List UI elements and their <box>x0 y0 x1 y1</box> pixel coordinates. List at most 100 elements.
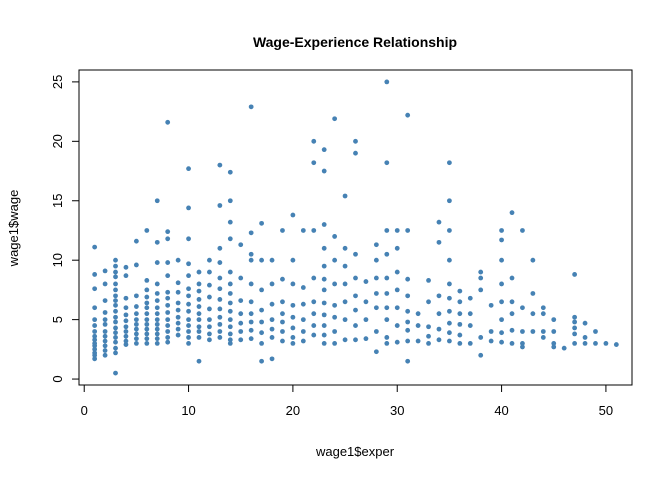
data-point <box>113 314 118 320</box>
data-point <box>165 289 171 295</box>
data-point <box>342 281 348 287</box>
data-point <box>123 312 129 318</box>
data-point <box>165 329 171 334</box>
data-point <box>217 306 223 312</box>
data-point <box>207 269 212 275</box>
x-axis: 0 10 20 30 40 50 <box>81 384 613 418</box>
data-point <box>154 331 160 337</box>
data-point <box>92 244 98 250</box>
data-point <box>384 79 390 85</box>
data-point <box>384 228 390 233</box>
data-point <box>217 162 223 168</box>
data-point <box>207 337 212 343</box>
data-point <box>384 305 390 311</box>
data-point <box>154 281 160 287</box>
data-point <box>207 257 212 263</box>
data-point <box>269 281 275 287</box>
data-point <box>186 286 191 292</box>
data-point <box>217 314 223 320</box>
data-point <box>488 338 494 344</box>
data-point <box>321 287 327 293</box>
data-point <box>154 298 160 304</box>
data-point <box>133 311 139 317</box>
data-point <box>572 325 578 331</box>
data-point <box>227 300 233 306</box>
data-point <box>217 297 223 302</box>
data-point <box>165 323 171 328</box>
data-point <box>154 336 160 342</box>
data-point <box>384 317 390 323</box>
y-tick-label: 0 <box>50 375 65 382</box>
data-point <box>92 343 98 349</box>
data-points <box>92 79 619 376</box>
data-point <box>144 311 150 317</box>
data-point <box>123 318 129 324</box>
data-point <box>196 297 202 302</box>
x-tick-label: 20 <box>286 403 300 418</box>
x-tick-label: 10 <box>181 403 195 418</box>
data-point <box>102 321 108 327</box>
data-point <box>300 317 306 323</box>
data-point <box>113 370 118 376</box>
data-point <box>123 295 129 301</box>
data-point <box>290 212 296 218</box>
data-point <box>280 299 285 305</box>
data-point <box>217 203 223 208</box>
data-point <box>405 308 411 314</box>
data-point <box>227 308 233 314</box>
data-point <box>436 219 442 225</box>
data-point <box>227 169 233 175</box>
data-point <box>457 321 463 327</box>
data-point <box>447 330 452 336</box>
data-point <box>238 242 244 248</box>
data-point <box>311 275 317 281</box>
data-point <box>186 261 191 267</box>
data-point <box>92 346 98 352</box>
data-point <box>144 228 150 233</box>
data-point <box>290 257 296 263</box>
data-point <box>280 276 285 282</box>
data-point <box>186 205 191 211</box>
data-point <box>551 329 557 334</box>
data-point <box>196 329 202 334</box>
data-point <box>321 245 327 251</box>
data-point <box>196 335 202 340</box>
data-point <box>196 311 202 317</box>
data-point <box>92 272 98 277</box>
data-point <box>447 228 452 233</box>
data-point <box>321 312 327 318</box>
data-point <box>217 275 223 281</box>
data-point <box>561 345 567 351</box>
data-point <box>113 308 118 314</box>
data-point <box>186 335 191 340</box>
data-point <box>165 236 171 242</box>
data-point <box>363 317 369 323</box>
data-point <box>405 338 411 344</box>
data-point <box>384 160 390 166</box>
data-point <box>227 317 233 323</box>
data-point <box>175 332 181 338</box>
data-point <box>259 220 264 226</box>
data-point <box>280 338 285 344</box>
data-point <box>373 291 379 296</box>
data-point <box>92 356 98 362</box>
data-point <box>332 340 338 346</box>
data-point <box>113 287 118 293</box>
data-point <box>384 251 390 257</box>
data-point <box>227 324 233 330</box>
data-point <box>123 273 129 279</box>
data-point <box>321 147 327 153</box>
data-point <box>248 230 254 236</box>
data-point <box>92 337 98 343</box>
data-point <box>509 210 515 216</box>
data-point <box>384 291 390 296</box>
data-point <box>186 323 191 328</box>
data-point <box>290 325 296 331</box>
data-point <box>300 228 306 233</box>
data-point <box>280 329 285 334</box>
data-point <box>123 338 129 344</box>
data-point <box>154 239 160 245</box>
data-point <box>457 332 463 338</box>
data-point <box>530 311 536 317</box>
